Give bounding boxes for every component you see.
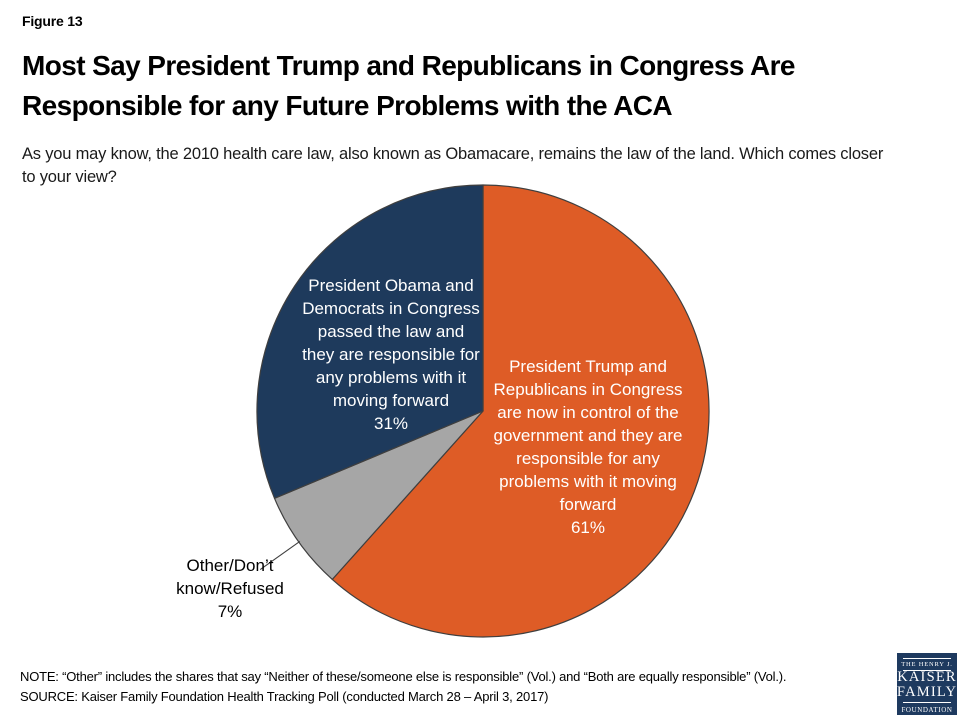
logo-foundation: FOUNDATION — [901, 706, 953, 715]
logo-the-henry-j: THE HENRY J. — [901, 660, 953, 668]
subtitle-line-2: to your view? — [22, 168, 117, 186]
footer-notes: NOTE: “Other” includes the shares that s… — [20, 667, 880, 707]
logo-family: FAMILY — [896, 684, 958, 701]
logo-rule-top — [903, 658, 951, 659]
subtitle-line-1: As you may know, the 2010 health care la… — [22, 145, 884, 163]
logo-rule-bottom — [903, 702, 951, 704]
pie-label-trump-republicans: President Trump and Republicans in Congr… — [493, 357, 683, 537]
survey-question-subtitle: As you may know, the 2010 health care la… — [22, 143, 952, 189]
pie-label-obama-democrats: President Obama and Democrats in Congres… — [302, 276, 480, 433]
logo-rule-mid — [903, 669, 951, 671]
page-title-line-2: Responsible for any Future Problems with… — [22, 90, 673, 121]
figure-label: Figure 13 — [22, 13, 83, 29]
kaiser-family-foundation-logo: THE HENRY J. KAISER FAMILY FOUNDATION — [897, 653, 957, 715]
source-text: SOURCE: Kaiser Family Foundation Health … — [20, 689, 549, 704]
pie-label-other-dont-know: Other/Don’t know/Refused 7% — [176, 556, 284, 621]
page-title-line-1: Most Say President Trump and Republicans… — [22, 50, 795, 81]
pie-slice-obama — [256, 184, 484, 499]
logo-kaiser: KAISER — [897, 669, 957, 686]
page-title: Most Say President Trump and Republicans… — [22, 46, 942, 126]
pie-slice-trump — [331, 184, 710, 638]
note-text: NOTE: “Other” includes the shares that s… — [20, 669, 787, 684]
callout-leader-line-other — [259, 540, 301, 571]
